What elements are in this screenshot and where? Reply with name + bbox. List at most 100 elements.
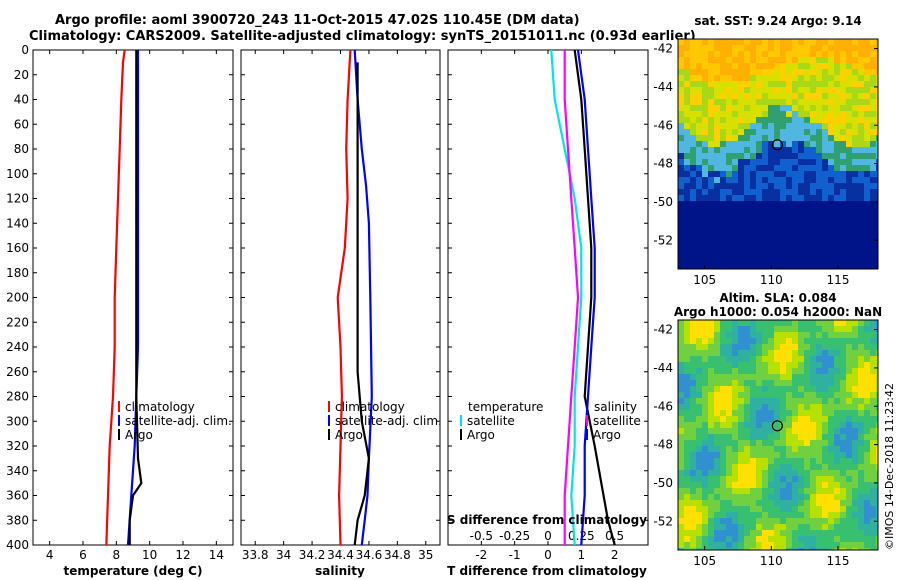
map-cell	[816, 440, 822, 446]
map-cell	[678, 105, 684, 111]
map-cell	[750, 45, 756, 51]
map-cell	[852, 153, 858, 159]
map-cell	[768, 434, 774, 440]
map-cell	[792, 362, 798, 368]
map-cell	[840, 159, 846, 165]
map-cell	[684, 129, 690, 135]
map-cell	[678, 267, 684, 269]
map-cell	[738, 506, 744, 512]
map-cell	[690, 111, 696, 117]
map-cell	[780, 464, 786, 470]
map-cell	[690, 201, 696, 207]
y-tick-label: 140	[6, 216, 29, 230]
map-cell	[678, 45, 684, 51]
legend-climatology: climatology	[335, 400, 405, 414]
map-cell	[732, 225, 738, 231]
map-cell	[744, 476, 750, 482]
map-cell	[756, 428, 762, 434]
map-cell	[696, 542, 702, 548]
map-cell	[738, 165, 744, 171]
map-cell	[858, 51, 864, 57]
map-cell	[774, 45, 780, 51]
map-cell	[816, 500, 822, 506]
map-cell	[780, 434, 786, 440]
map-cell	[726, 374, 732, 380]
x-tick-label: 1	[578, 548, 586, 562]
map-cell	[696, 428, 702, 434]
map-cell	[846, 374, 852, 380]
map-cell	[822, 81, 828, 87]
map-cell	[678, 129, 684, 135]
map-cell	[690, 452, 696, 458]
map-cell	[720, 482, 726, 488]
map-cell	[696, 87, 702, 93]
map-cell	[684, 398, 690, 404]
map-cell	[756, 219, 762, 225]
map-cell	[714, 434, 720, 440]
map-cell	[768, 45, 774, 51]
map-cell	[798, 219, 804, 225]
map-cell	[774, 416, 780, 422]
map-cell	[774, 267, 780, 269]
map-cell	[792, 500, 798, 506]
map-cell	[792, 392, 798, 398]
map-cell	[810, 159, 816, 165]
map-cell	[762, 129, 768, 135]
map-cell	[870, 123, 876, 129]
map-cell	[756, 434, 762, 440]
map-cell	[840, 105, 846, 111]
map-cell	[702, 380, 708, 386]
map-cell	[780, 506, 786, 512]
map-cell	[798, 81, 804, 87]
map-cell	[708, 518, 714, 524]
map-cell	[696, 488, 702, 494]
map-cell	[756, 213, 762, 219]
map-cell	[774, 446, 780, 452]
map-cell	[678, 452, 684, 458]
map-cell	[816, 350, 822, 356]
map-cell	[822, 464, 828, 470]
map-cell	[708, 231, 714, 237]
map-cell	[780, 183, 786, 189]
map-cell	[840, 231, 846, 237]
map-cell	[804, 159, 810, 165]
map-cell	[780, 338, 786, 344]
map-cell	[810, 476, 816, 482]
map-cell	[876, 111, 878, 117]
map-cell	[870, 362, 876, 368]
map-cell	[726, 261, 732, 267]
map-cell	[708, 338, 714, 344]
map-cell	[714, 249, 720, 255]
map-cell	[738, 542, 744, 548]
map-cell	[792, 434, 798, 440]
map-cell	[828, 171, 834, 177]
map-cell	[834, 506, 840, 512]
map-cell	[828, 512, 834, 518]
map-cell	[756, 386, 762, 392]
map-cell	[702, 261, 708, 267]
map-cell	[816, 81, 822, 87]
map-cell	[816, 344, 822, 350]
map-cell	[708, 464, 714, 470]
map-cell	[876, 177, 878, 183]
map-cell	[786, 165, 792, 171]
map-cell	[684, 207, 690, 213]
map-cell	[720, 189, 726, 195]
y-tick-label: 320	[6, 439, 29, 453]
map-cell	[864, 488, 870, 494]
map-cell	[858, 267, 864, 269]
map-cell	[744, 386, 750, 392]
map-cell	[798, 458, 804, 464]
map-cell	[876, 261, 878, 267]
map-cell	[786, 476, 792, 482]
map-cell	[714, 404, 720, 410]
map-cell	[714, 362, 720, 368]
map-cell	[810, 171, 816, 177]
map-cell	[684, 93, 690, 99]
y-tick-label: -46	[653, 118, 673, 132]
map-cell	[786, 129, 792, 135]
map-cell	[732, 213, 738, 219]
map-cell	[816, 63, 822, 69]
map-cell	[690, 524, 696, 530]
map-cell	[816, 494, 822, 500]
